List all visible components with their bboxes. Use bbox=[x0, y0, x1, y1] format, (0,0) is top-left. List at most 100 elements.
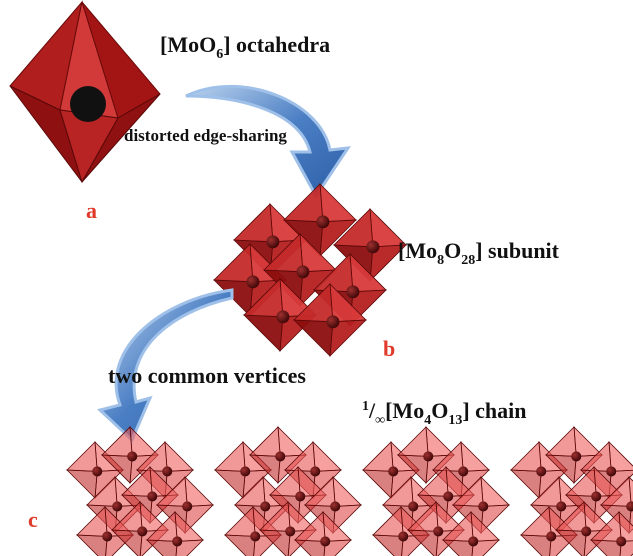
title-sub: 8 bbox=[437, 253, 444, 268]
mo-atom bbox=[423, 451, 434, 462]
title-sub: 13 bbox=[448, 413, 462, 428]
face bbox=[269, 466, 301, 497]
mo-atom bbox=[468, 536, 479, 547]
face bbox=[293, 283, 334, 323]
octahedron-title: [MoO6] octahedra bbox=[160, 32, 330, 62]
face bbox=[545, 426, 577, 457]
face bbox=[565, 466, 597, 497]
panel-label: c bbox=[28, 507, 38, 532]
face bbox=[520, 506, 552, 537]
arrow bbox=[185, 84, 352, 199]
title-part: ] subunit bbox=[475, 238, 559, 263]
face bbox=[372, 506, 404, 537]
face bbox=[156, 476, 188, 507]
face bbox=[442, 511, 474, 542]
mo-atom bbox=[112, 501, 123, 512]
mo-atom bbox=[275, 451, 286, 462]
face bbox=[76, 506, 108, 537]
title-sub: 4 bbox=[424, 413, 431, 428]
panel-label: b bbox=[383, 336, 395, 361]
title-sub: ∞ bbox=[375, 413, 385, 428]
face bbox=[397, 426, 429, 457]
face bbox=[600, 476, 632, 507]
mo-atom bbox=[606, 466, 617, 477]
mo-atom bbox=[571, 451, 582, 462]
mo-atom bbox=[92, 466, 103, 477]
face bbox=[81, 93, 161, 183]
subunit-title: [Mo8O28] subunit bbox=[398, 238, 560, 268]
mo-atom bbox=[546, 531, 557, 542]
mo-atom bbox=[310, 466, 321, 477]
face bbox=[249, 426, 281, 457]
mo-atom bbox=[320, 536, 331, 547]
face bbox=[66, 441, 98, 472]
face bbox=[65, 469, 98, 499]
face bbox=[213, 243, 254, 283]
title-part: O bbox=[444, 238, 461, 263]
face bbox=[283, 183, 324, 223]
face bbox=[214, 441, 246, 472]
mo-atom bbox=[388, 466, 399, 477]
mo-atom bbox=[478, 501, 489, 512]
mo-atom bbox=[266, 235, 280, 249]
face bbox=[242, 314, 284, 352]
face bbox=[86, 476, 118, 507]
chain-title: 1/∞[Mo4O13] chain bbox=[362, 398, 527, 428]
face bbox=[259, 501, 291, 532]
mo-atom bbox=[172, 536, 183, 547]
title-part: ] chain bbox=[462, 398, 526, 423]
chain bbox=[65, 425, 633, 556]
mo-atom bbox=[316, 215, 330, 229]
mo-atom bbox=[326, 315, 340, 329]
mo-atom bbox=[240, 466, 251, 477]
mo-atom bbox=[276, 310, 290, 324]
mo-atom bbox=[433, 526, 444, 537]
mo-atom bbox=[330, 501, 341, 512]
mo-atom bbox=[137, 526, 148, 537]
face bbox=[452, 476, 484, 507]
face bbox=[509, 469, 542, 499]
mo-atom bbox=[285, 526, 296, 537]
subunit bbox=[212, 182, 408, 358]
title-part: [MoO bbox=[160, 32, 216, 57]
mo-atom bbox=[246, 275, 260, 289]
mo-atom bbox=[182, 501, 193, 512]
mo-atom bbox=[147, 491, 158, 502]
mo-atom bbox=[295, 491, 306, 502]
mo-atom bbox=[616, 536, 627, 547]
face bbox=[361, 469, 394, 499]
face bbox=[362, 441, 394, 472]
title-part: / bbox=[368, 398, 376, 423]
face bbox=[213, 469, 246, 499]
title-part: O bbox=[431, 398, 448, 423]
face bbox=[224, 506, 256, 537]
face bbox=[233, 203, 274, 243]
face bbox=[530, 476, 562, 507]
face bbox=[294, 511, 326, 542]
mo-atom bbox=[398, 531, 409, 542]
arrow-label: two common vertices bbox=[108, 363, 306, 388]
mo-atom bbox=[408, 501, 419, 512]
mo-atom bbox=[162, 466, 173, 477]
title-sub: 6 bbox=[216, 47, 223, 62]
title-part: ] octahedra bbox=[223, 32, 330, 57]
mo-atom bbox=[127, 451, 138, 462]
panel-label: a bbox=[86, 198, 97, 223]
face bbox=[121, 466, 153, 497]
octahedron bbox=[9, 0, 161, 184]
face bbox=[555, 501, 587, 532]
mo-atom bbox=[443, 491, 454, 502]
mo-atom bbox=[346, 285, 360, 299]
face bbox=[333, 208, 374, 248]
face bbox=[510, 441, 542, 472]
face bbox=[146, 511, 178, 542]
mo-atom bbox=[581, 526, 592, 537]
mo-atom bbox=[626, 501, 633, 512]
mo-atom bbox=[70, 86, 106, 122]
mo-atom bbox=[102, 531, 113, 542]
face bbox=[382, 476, 414, 507]
face bbox=[304, 476, 336, 507]
face bbox=[407, 501, 439, 532]
face bbox=[263, 233, 304, 273]
